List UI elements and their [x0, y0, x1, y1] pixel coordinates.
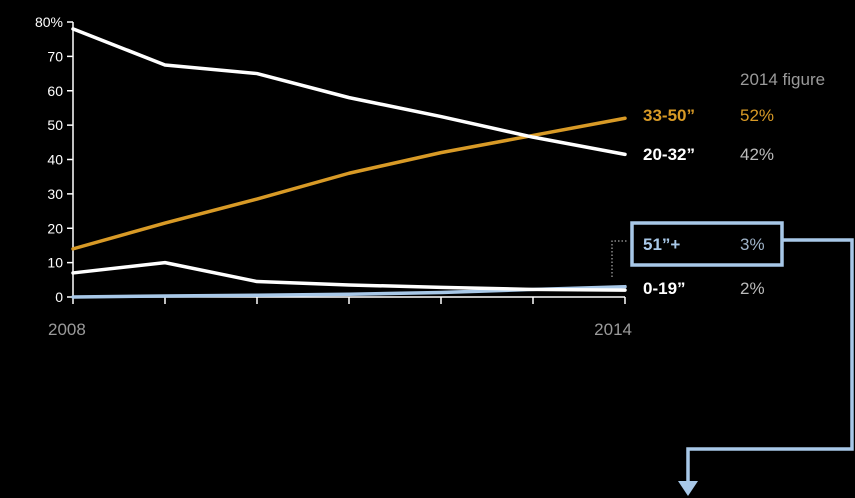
y-tick-label: 70 [47, 48, 63, 64]
y-tick-label: 40 [47, 152, 63, 168]
legend: 2014 figure 20-32” 42% 33-50” 52% 51”+ 3% 0-19”… [643, 70, 825, 298]
x-tick-label-start: 2008 [48, 320, 86, 339]
series-value-0: 42% [740, 145, 774, 164]
callout-arrow-line [686, 238, 854, 482]
series-value-3: 2% [740, 279, 765, 298]
series-label-3: 0-19” [643, 279, 686, 298]
series-label-2: 51”+ [643, 235, 680, 254]
highlight-box [630, 221, 784, 267]
highlight-callout [611, 221, 854, 496]
leader-line [611, 240, 628, 277]
y-tick-label: 10 [47, 255, 63, 271]
x-tick-label-end: 2014 [594, 320, 632, 339]
arrow-head-icon [678, 481, 698, 496]
y-tick-label: 80% [35, 14, 63, 30]
series-label-1: 33-50” [643, 106, 695, 125]
y-tick-label: 50 [47, 117, 63, 133]
x-axis: 2008 2014 [48, 296, 632, 339]
series-lines [71, 27, 627, 299]
series-line-3 [71, 260, 627, 292]
y-axis: 80% 70 60 50 40 30 20 10 0 [35, 14, 74, 305]
y-tick-label: 30 [47, 186, 63, 202]
y-tick-label: 0 [55, 289, 63, 305]
series-value-2: 3% [740, 235, 765, 254]
legend-heading: 2014 figure [740, 70, 825, 89]
y-tick-label: 60 [47, 83, 63, 99]
series-line-0 [71, 27, 627, 157]
series-label-0: 20-32” [643, 145, 695, 164]
y-tick-label: 20 [47, 220, 63, 236]
series-value-1: 52% [740, 106, 774, 125]
